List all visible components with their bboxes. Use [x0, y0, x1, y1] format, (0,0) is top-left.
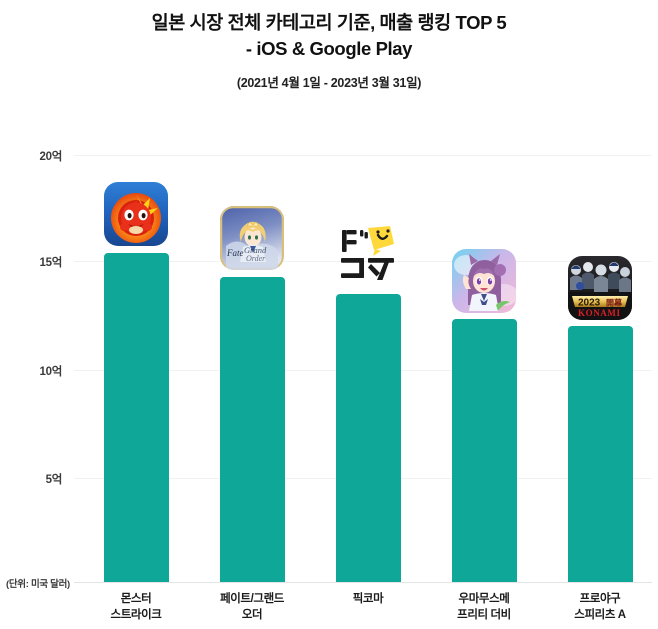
svg-text:Fate: Fate [226, 248, 244, 258]
chart-title-block: 일본 시장 전체 카테고리 기준, 매출 랭킹 TOP 5 - iOS & Go… [0, 10, 658, 91]
bar-fate-grand-order[interactable] [220, 276, 285, 582]
bar-pro-yakyuu-spirits-a[interactable] [568, 325, 633, 582]
category-label-fate-grand-order: 페이트/그랜드 오더 [194, 591, 310, 623]
category-label-line-2: 프리티 더비 [457, 609, 511, 621]
chart-subtitle: (2021년 4월 1일 - 2023년 3월 31일) [236, 76, 422, 90]
category-label-piccoma: 픽코마 [310, 591, 426, 607]
svg-text:Grand: Grand [244, 245, 267, 255]
y-tick-label-10: 10억 [39, 366, 63, 378]
category-label-line-2: 스트라이크 [110, 609, 162, 621]
category-label-line-1: 우마무스메 [458, 593, 510, 605]
fate-grand-order-icon: Fate Grand Order [220, 206, 284, 270]
bar-monster-strike[interactable] [104, 253, 169, 582]
category-label-line-1: 프로야구 [579, 593, 621, 605]
category-label-line-1: 몬스터 [120, 593, 152, 605]
category-label-line-1: 픽코마 [352, 593, 384, 605]
pro-yakyuu-spirits-a-icon: 2023 開幕 KONAMI [568, 256, 632, 320]
axis-unit-label: (단위: 미국 달러) [6, 579, 70, 590]
category-label-pro-yakyuu-spirits-a: 프로야구 스피리츠 A [542, 591, 658, 623]
category-label-monster-strike: 몬스터 스트라이크 [78, 591, 194, 623]
chart-title-line-2: - iOS & Google Play [245, 38, 413, 59]
category-label-line-2: 오더 [241, 609, 263, 621]
y-tick-label-15: 15억 [39, 257, 63, 269]
svg-text:開幕: 開幕 [606, 298, 623, 308]
monster-strike-icon [104, 182, 168, 246]
bar-uma-musume[interactable] [452, 319, 517, 582]
bar-piccoma[interactable] [336, 293, 401, 582]
svg-text:KONAMI: KONAMI [578, 308, 621, 318]
y-tick-label-20: 20억 [39, 151, 63, 163]
svg-text:2023: 2023 [578, 298, 601, 309]
y-tick-label-5: 5억 [45, 474, 63, 486]
category-label-line-2: 스피리츠 A [574, 609, 626, 621]
category-label-line-1: 페이트/그랜드 [220, 593, 284, 605]
axis-baseline [74, 582, 652, 583]
uma-musume-icon [452, 249, 516, 313]
svg-text:Order: Order [246, 254, 266, 263]
category-label-uma-musume: 우마무스메 프리티 더비 [426, 591, 542, 623]
piccoma-icon [338, 224, 400, 286]
gridline-20 [74, 155, 652, 156]
chart-title-line-1: 일본 시장 전체 카테고리 기준, 매출 랭킹 TOP 5 [151, 12, 507, 33]
